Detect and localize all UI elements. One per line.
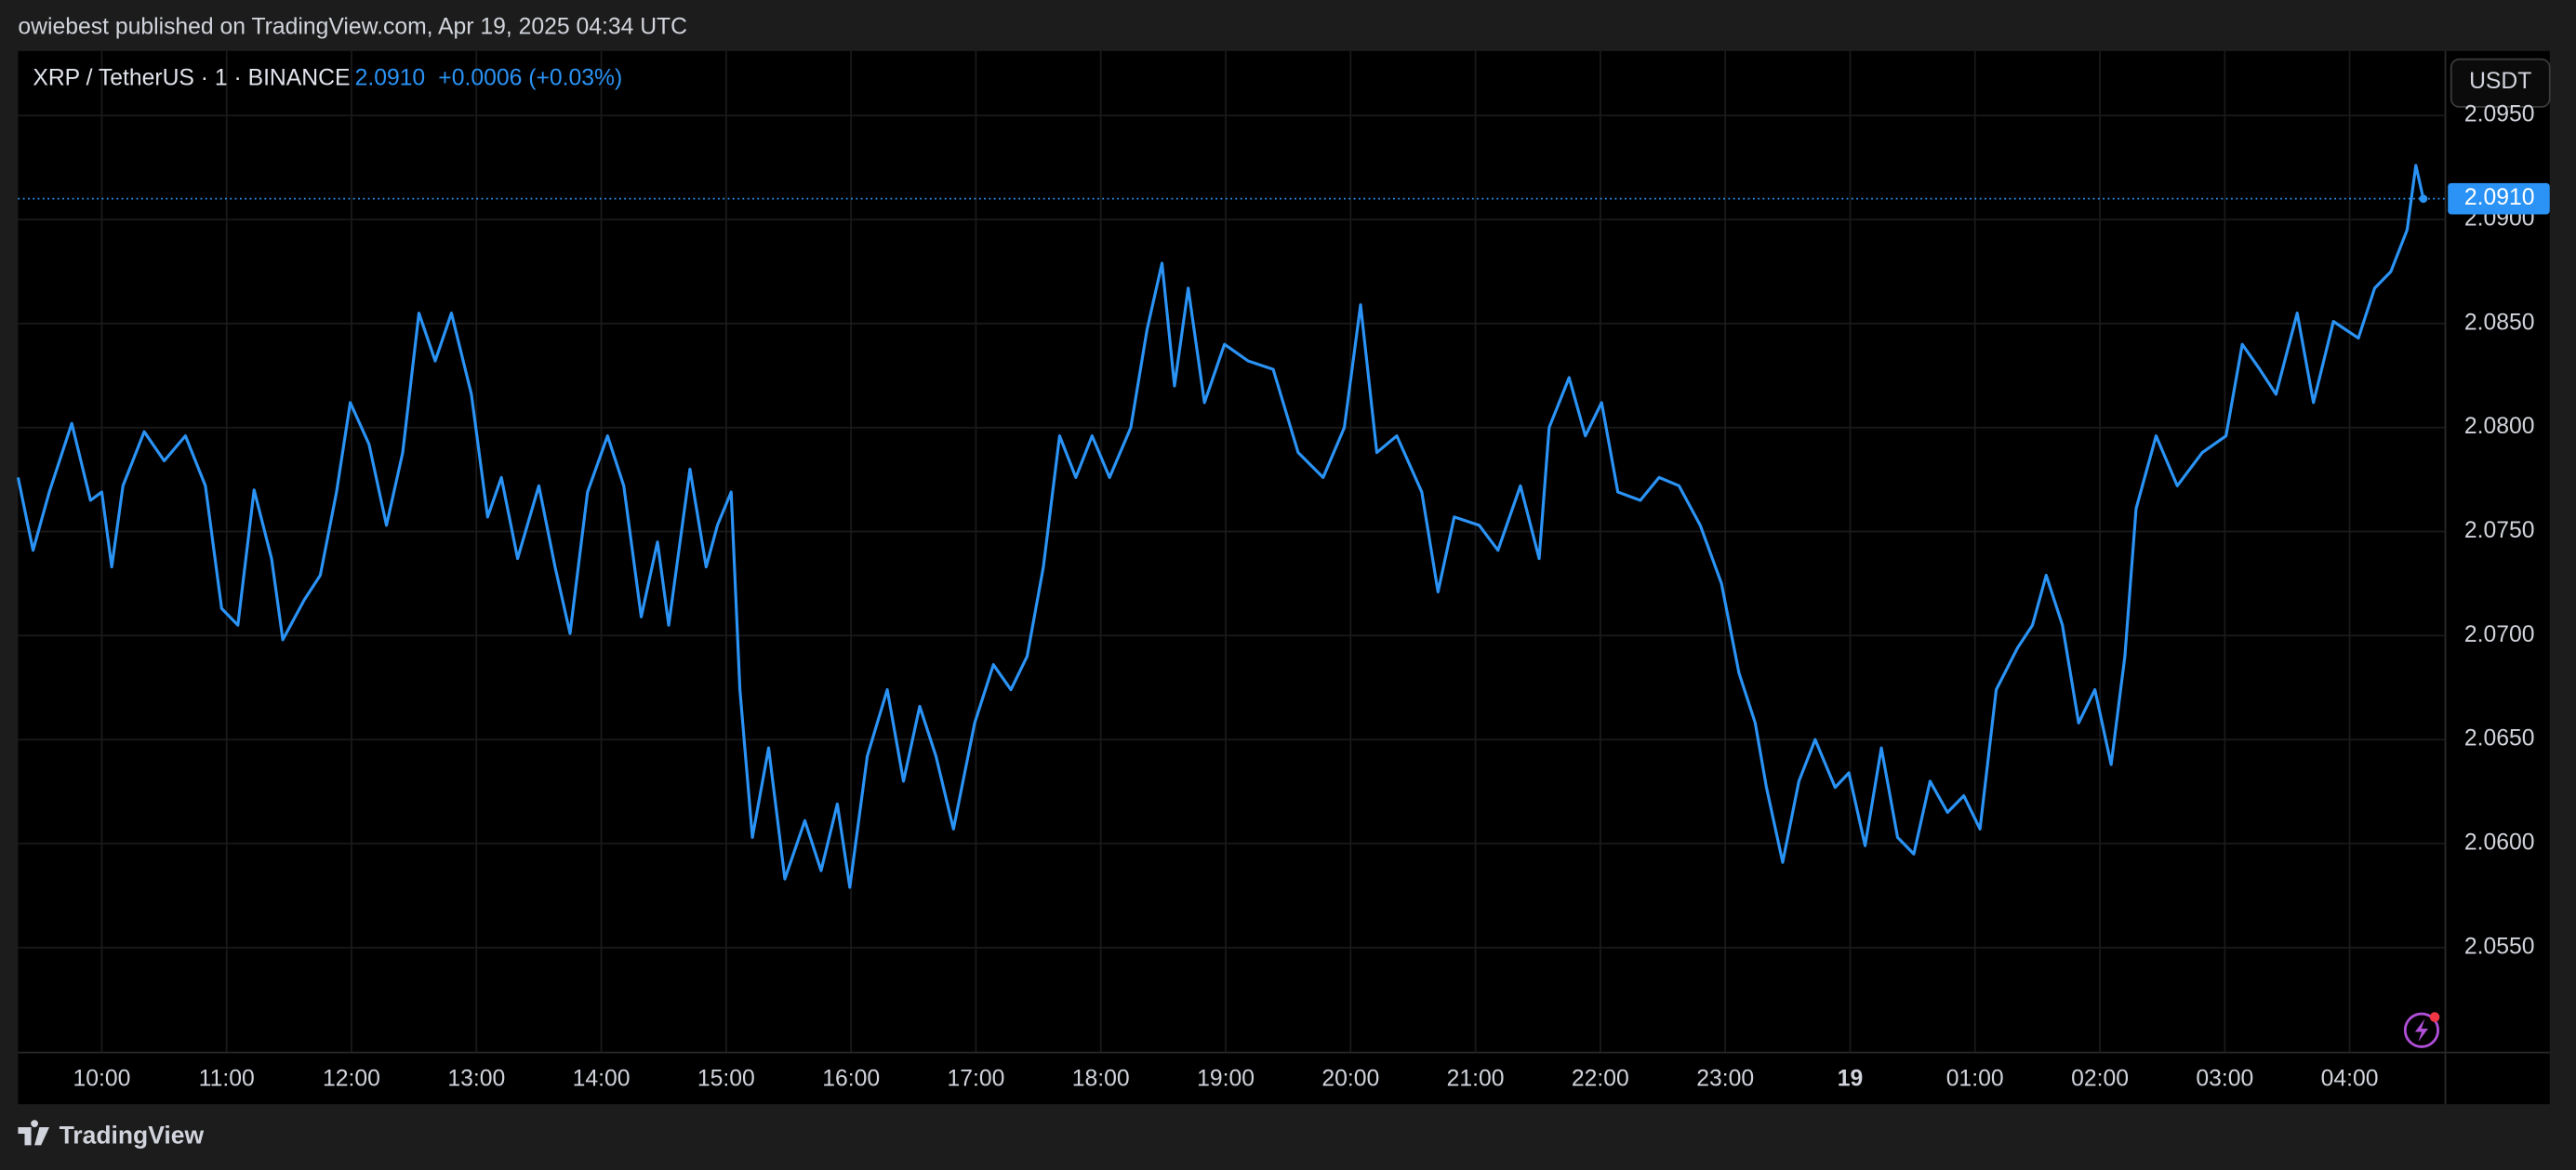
header-price: 2.0910 — [355, 65, 426, 90]
y-tick-label: 2.0850 — [2464, 310, 2535, 335]
x-tick-label: 02:00 — [2071, 1066, 2129, 1091]
y-tick-label: 2.0700 — [2464, 622, 2535, 647]
currency-button[interactable] — [2450, 58, 2551, 108]
lightning-bolt[interactable] — [2414, 1018, 2429, 1043]
x-tick-label: 19 — [1838, 1066, 1864, 1091]
x-tick-label: 21:00 — [1447, 1066, 1505, 1091]
brand: TradingView — [60, 1122, 205, 1150]
y-tick-label: 2.0600 — [2464, 831, 2535, 856]
y-tick-label: 2.0650 — [2464, 726, 2535, 751]
lightning-circle[interactable] — [2403, 1012, 2440, 1048]
brand-logo — [18, 1120, 49, 1146]
symbol-title: XRP / TetherUS · 1 · BINANCE — [33, 65, 350, 90]
x-tick-label: 12:00 — [323, 1066, 380, 1091]
chart-panel — [18, 50, 2550, 1105]
lightning-icon[interactable] — [2403, 1012, 2440, 1048]
price-line — [16, 164, 2425, 889]
last-price-tag — [2448, 182, 2550, 215]
x-tick-label: 13:00 — [447, 1066, 505, 1091]
plot-area — [16, 164, 2445, 889]
x-tick-label: 23:00 — [1696, 1066, 1754, 1091]
last-point — [2419, 194, 2428, 204]
x-tick-label: 04:00 — [2321, 1066, 2379, 1091]
x-tick-label: 11:00 — [199, 1066, 255, 1091]
x-tick-label: 16:00 — [822, 1066, 880, 1091]
x-tick-label: 18:00 — [1072, 1066, 1130, 1091]
y-tick-label: 2.0800 — [2464, 414, 2535, 439]
price-change: +0.0006 (+0.03%) — [438, 65, 622, 90]
logo-mark — [18, 1120, 49, 1146]
x-tick-label: 03:00 — [2196, 1066, 2253, 1091]
x-tick-label: 22:00 — [1572, 1066, 1629, 1091]
currency[interactable]: USDT — [2469, 69, 2531, 94]
x-tick-label: 15:00 — [697, 1066, 755, 1091]
x-tick-label: 20:00 — [1321, 1066, 1379, 1091]
last-price-label: 2.0910 — [2464, 185, 2535, 210]
x-tick-label: 14:00 — [573, 1066, 631, 1091]
publisher: owiebest published on TradingView.com, A… — [18, 15, 687, 40]
x-tick-label: 10:00 — [73, 1066, 130, 1091]
x-tick-label: 01:00 — [1946, 1066, 2004, 1091]
y-tick-label: 2.0950 — [2464, 102, 2535, 127]
y-tick-label: 2.0750 — [2464, 518, 2535, 543]
x-tick-label: 19:00 — [1197, 1066, 1255, 1091]
x-tick-label: 17:00 — [948, 1066, 1005, 1091]
notification-dot[interactable] — [2429, 1012, 2440, 1022]
grid — [18, 50, 2445, 1052]
y-tick-label: 2.0550 — [2464, 934, 2535, 959]
